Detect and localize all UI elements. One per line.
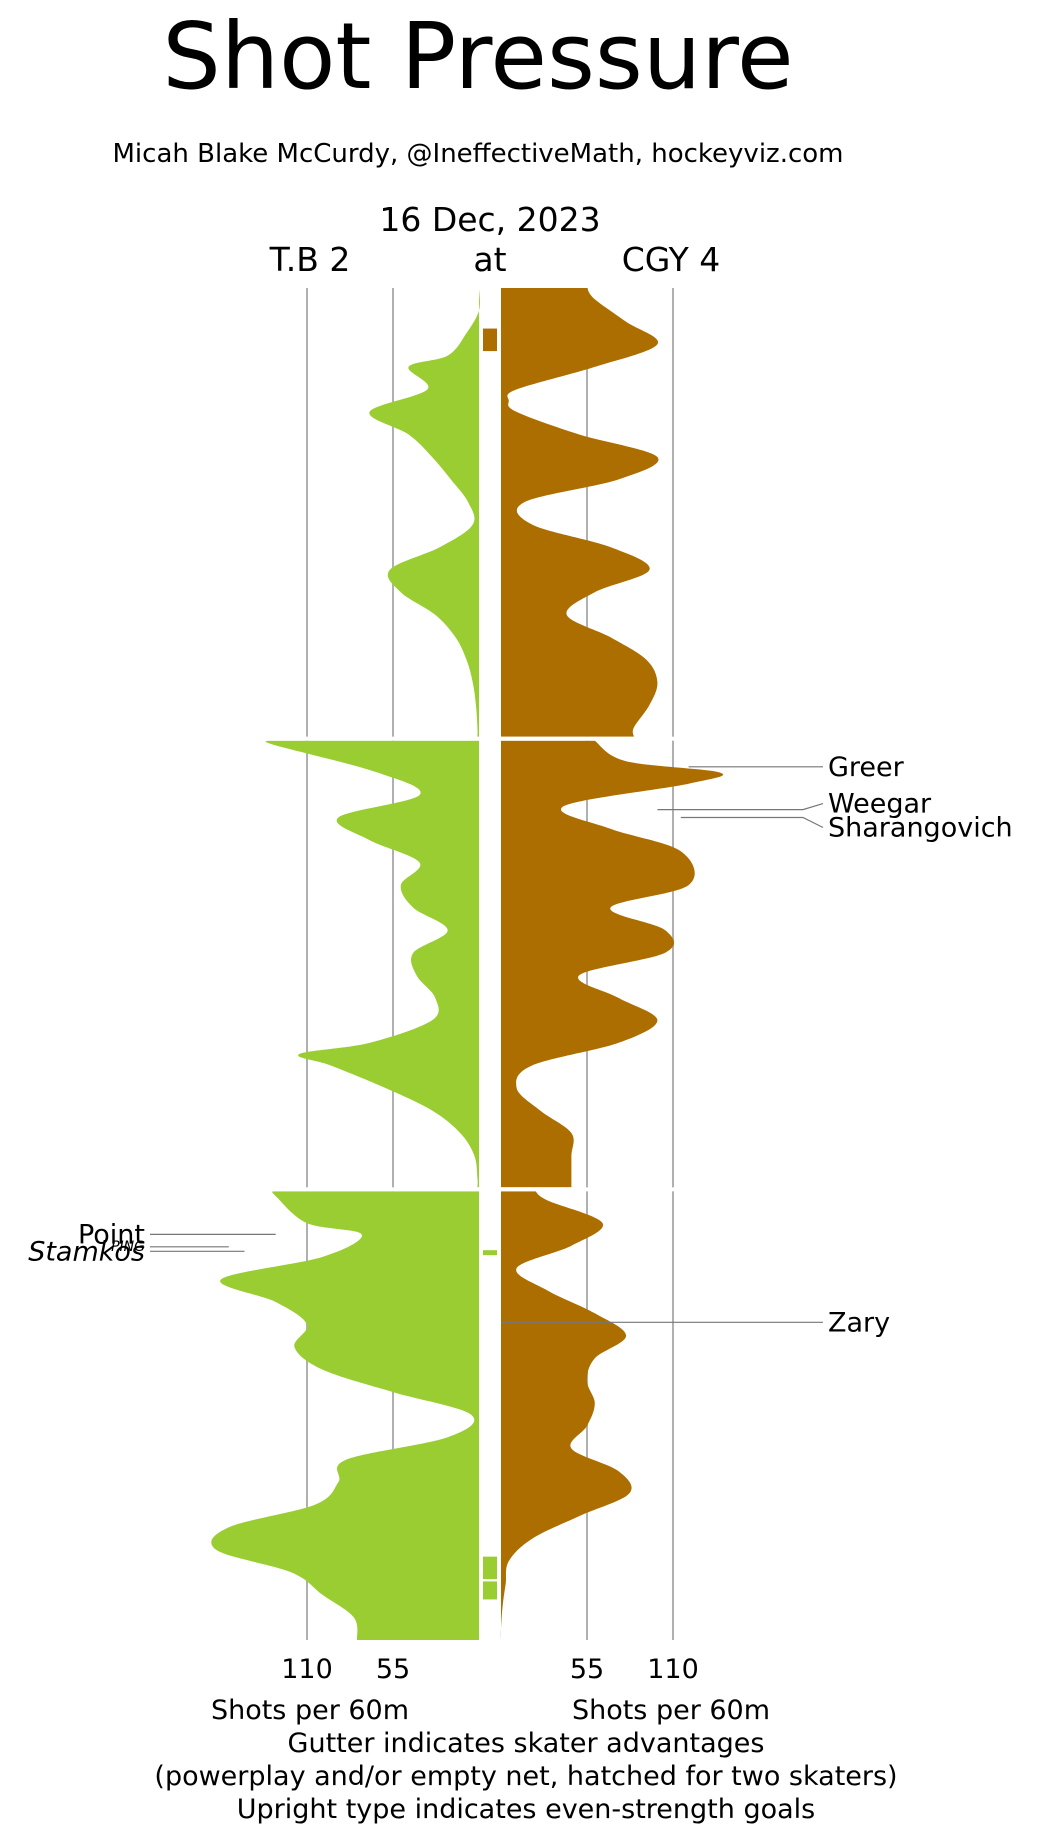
x-tick-left-110: 110	[281, 1654, 333, 1685]
goal-label-stamkos: Stamkos	[28, 1236, 145, 1267]
game-date: 16 Dec, 2023	[379, 200, 600, 239]
away-team-label: T.B 2	[269, 240, 351, 279]
advantage-bar-2	[483, 1250, 497, 1256]
pressure-area-home-period-1	[501, 288, 659, 737]
goal-leader-sharangovich	[680, 816, 824, 829]
goal-label-zary: Zary	[828, 1307, 890, 1338]
x-axis-label-right: Shots per 60m	[572, 1695, 770, 1726]
chart-subtitle: Micah Blake McCurdy, @IneffectiveMath, h…	[113, 139, 844, 169]
advantage-bar-1	[483, 328, 497, 352]
chart-title: Shot Pressure	[162, 3, 793, 110]
home-team-label: CGY 4	[622, 240, 721, 279]
pressure-areas	[211, 288, 724, 1640]
footnote-line-3: Upright type indicates even-strength goa…	[237, 1794, 815, 1825]
pressure-area-away-period-3	[211, 1191, 479, 1640]
advantage-gutter	[483, 328, 497, 1600]
advantage-bar-3	[483, 1556, 497, 1580]
x-tick-right-110: 110	[647, 1654, 699, 1685]
period-divider-2	[250, 1187, 710, 1192]
pressure-area-home-period-3	[500, 1191, 632, 1640]
pressure-area-away-period-2	[265, 740, 479, 1188]
footnote-line-2: (powerplay and/or empty net, hatched for…	[154, 1761, 897, 1792]
pressure-area-home-period-2	[501, 740, 724, 1188]
goal-leader-weegar	[657, 803, 824, 811]
at-separator: at	[473, 240, 506, 279]
advantage-bar-4	[483, 1581, 497, 1600]
goal-label-point: Point	[78, 1219, 145, 1250]
period-dividers	[250, 736, 710, 1192]
x-axis-label-left: Shots per 60m	[211, 1695, 409, 1726]
pressure-area-away-period-1	[369, 288, 480, 737]
goal-label-weegar: Weegar	[828, 789, 932, 820]
goal-label-sharangovich: Sharangovich	[828, 813, 1013, 844]
footnote-line-1: Gutter indicates skater advantages	[288, 1728, 765, 1759]
goal-label-greer: Greer	[828, 752, 905, 783]
period-divider-1	[250, 736, 710, 741]
x-tick-right-55: 55	[570, 1654, 604, 1685]
x-tick-left-55: 55	[376, 1654, 410, 1685]
goal-label-ping: PING	[111, 1239, 145, 1255]
